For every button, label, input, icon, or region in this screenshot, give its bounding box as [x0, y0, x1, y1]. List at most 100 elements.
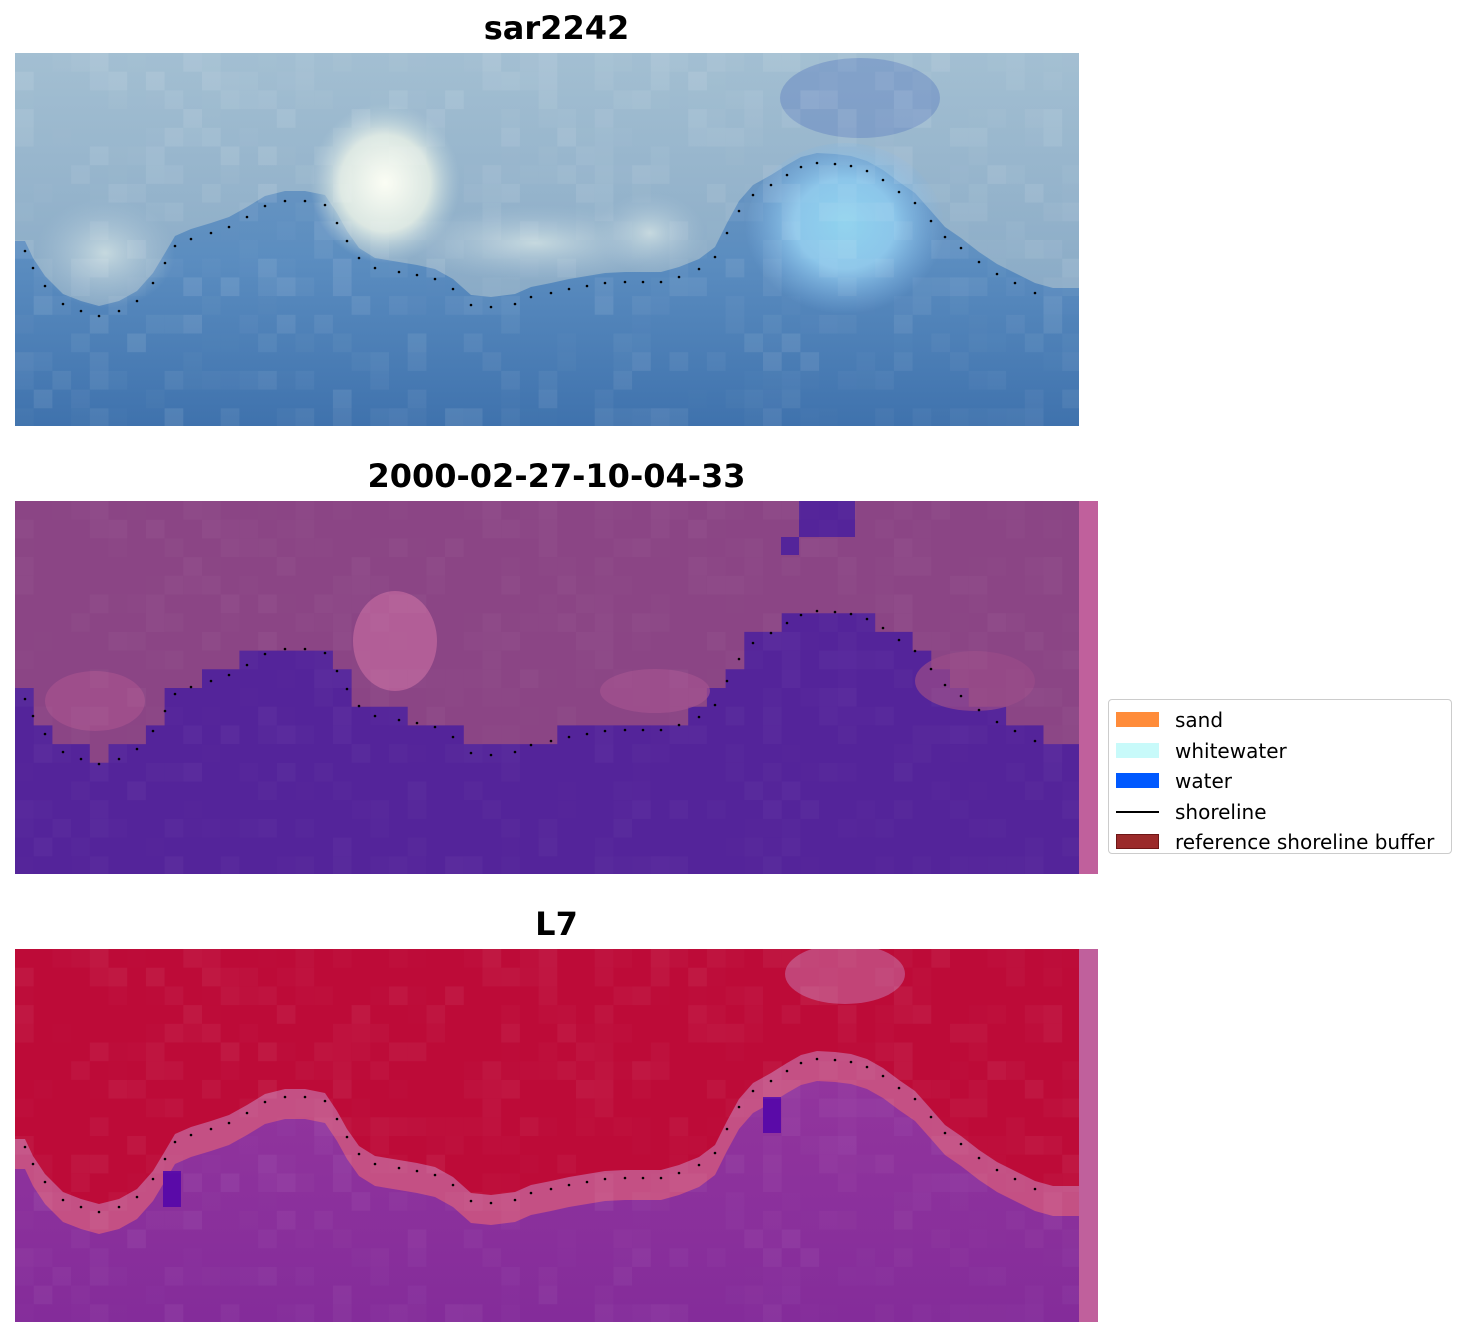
shoreline-dot: [451, 1183, 455, 1187]
shoreline-dot: [713, 255, 717, 259]
shoreline-dot: [469, 1199, 473, 1203]
shoreline-dot: [283, 1095, 287, 1099]
shoreline-dot: [1013, 1177, 1017, 1181]
legend-label: sand: [1175, 708, 1224, 732]
shoreline-dot: [725, 231, 729, 235]
shoreline-dot: [623, 728, 627, 732]
shoreline-dot: [815, 161, 819, 165]
shoreline-dot: [97, 314, 101, 318]
shoreline-dot: [977, 708, 981, 712]
shoreline-dot: [397, 1166, 401, 1170]
water-swatch: [1116, 773, 1159, 788]
shoreline-dot: [397, 718, 401, 722]
shoreline-dot: [283, 199, 287, 203]
shoreline-dot: [995, 272, 999, 276]
shoreline-dot: [61, 302, 65, 306]
shoreline-dot: [567, 1183, 571, 1187]
shoreline-dot: [737, 1105, 741, 1109]
shoreline-dot: [189, 685, 193, 689]
shoreline-dot: [451, 287, 455, 291]
shoreline-dot: [567, 287, 571, 291]
shoreline-dot: [335, 669, 339, 673]
shoreline-dots: [23, 1057, 1037, 1214]
shoreline-dot: [751, 641, 755, 645]
shoreline-line-swatch: [1116, 810, 1159, 813]
shoreline-dot: [245, 663, 249, 667]
shoreline-dot: [865, 617, 869, 621]
shoreline-dot: [769, 183, 773, 187]
shoreline-dot: [785, 1069, 789, 1073]
shoreline-dot: [245, 1111, 249, 1115]
shoreline-dot: [79, 757, 83, 761]
legend-label: reference shoreline buffer: [1175, 830, 1435, 854]
shoreline-dot: [173, 244, 177, 248]
shoreline-dot: [943, 683, 947, 687]
shoreline-dot: [585, 1180, 589, 1184]
shoreline-dot: [849, 164, 853, 168]
shoreline-dot: [585, 732, 589, 736]
shoreline-dot: [815, 1057, 819, 1061]
shoreline-dot: [913, 1097, 917, 1101]
shoreline-dot: [79, 309, 83, 313]
shoreline-dot: [117, 757, 121, 761]
shoreline-dot: [151, 281, 155, 285]
shoreline-dot: [61, 750, 65, 754]
shoreline-dot: [489, 305, 493, 309]
legend-label: water: [1175, 769, 1232, 793]
shoreline-dot: [897, 1086, 901, 1090]
shoreline-dot: [623, 280, 627, 284]
shoreline-dot: [513, 302, 517, 306]
shoreline-dot: [677, 275, 681, 279]
shoreline-dot: [373, 1162, 377, 1166]
shoreline-dot: [397, 270, 401, 274]
shoreline-dot: [513, 1198, 517, 1202]
shoreline-dot: [943, 1131, 947, 1135]
shoreline-dot: [323, 203, 327, 207]
legend-item-water: water: [1109, 765, 1451, 796]
shoreline-dot: [263, 652, 267, 656]
shoreline-dot: [43, 1180, 47, 1184]
shoreline-dot: [163, 709, 167, 713]
shoreline-dot: [943, 235, 947, 239]
shoreline-dot: [959, 1142, 963, 1146]
shoreline-dot: [227, 225, 231, 229]
shoreline-dot: [529, 743, 533, 747]
shoreline-dot: [897, 638, 901, 642]
shoreline-dot: [549, 291, 553, 295]
shoreline-dot: [97, 762, 101, 766]
shoreline-dot: [373, 266, 377, 270]
shoreline-dot: [659, 1176, 663, 1180]
sand-swatch: [1116, 712, 1159, 727]
shoreline-dot: [849, 612, 853, 616]
shoreline-dot: [913, 201, 917, 205]
legend-label: whitewater: [1175, 738, 1287, 763]
shoreline-dot: [489, 753, 493, 757]
shoreline-dot: [725, 1127, 729, 1131]
shoreline-dot: [209, 231, 213, 235]
shoreline-dot: [929, 667, 933, 671]
shoreline-dot: [641, 1176, 645, 1180]
shoreline-dot: [469, 751, 473, 755]
shoreline-dot: [833, 162, 837, 166]
shoreline-dot: [345, 1135, 349, 1139]
shoreline-dot: [23, 249, 27, 253]
shoreline-dot: [227, 1121, 231, 1125]
shoreline-dot: [567, 735, 571, 739]
legend: sand whitewater water shoreline referenc…: [1108, 699, 1452, 854]
shoreline-dot: [995, 720, 999, 724]
shoreline-dot: [677, 723, 681, 727]
shoreline-dot: [641, 280, 645, 284]
shoreline-dot: [865, 169, 869, 173]
shoreline-dot: [209, 1127, 213, 1131]
shoreline-dots: [23, 609, 1037, 766]
shoreline-dot: [799, 613, 803, 617]
shoreline-dot: [913, 649, 917, 653]
shoreline-dot: [785, 173, 789, 177]
shoreline-dot: [357, 1152, 361, 1156]
shoreline-dot: [415, 273, 419, 277]
shoreline-dot: [489, 1201, 493, 1205]
shoreline-dot: [641, 728, 645, 732]
shoreline-dot: [929, 219, 933, 223]
shoreline-dot: [415, 1169, 419, 1173]
shoreline-dot: [173, 1140, 177, 1144]
